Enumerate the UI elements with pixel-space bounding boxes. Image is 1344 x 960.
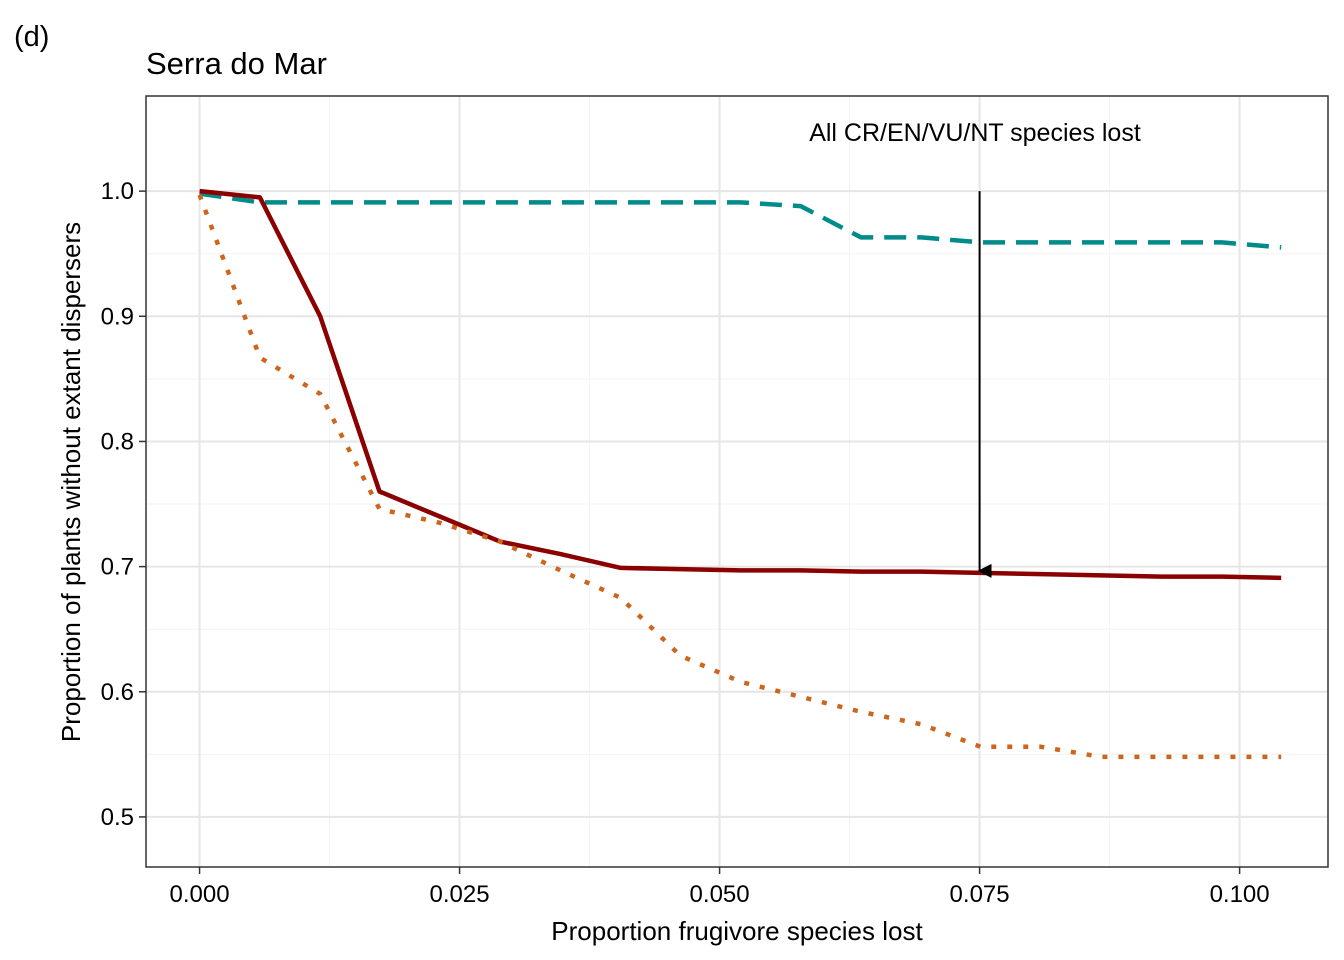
x-tick-label: 0.100 bbox=[1210, 881, 1270, 908]
series-line-solid bbox=[199, 188, 1282, 581]
x-tick-label: 0.050 bbox=[690, 881, 750, 908]
plot-border bbox=[145, 95, 1329, 868]
series-layer bbox=[197, 188, 1282, 760]
y-tick-label: 0.6 bbox=[101, 679, 134, 706]
y-tick-label: 0.7 bbox=[101, 554, 134, 581]
y-tick-label: 1.0 bbox=[101, 178, 134, 205]
panel-label: (d) bbox=[14, 21, 49, 53]
plot-panel bbox=[146, 96, 1328, 867]
x-tick-label: 0.075 bbox=[950, 881, 1010, 908]
y-tick-label: 0.9 bbox=[101, 303, 134, 330]
annotation-layer: All CR/EN/VU/NT species lost bbox=[809, 119, 1141, 578]
annotation-text: All CR/EN/VU/NT species lost bbox=[809, 119, 1141, 147]
x-tick-label: 0.000 bbox=[170, 881, 230, 908]
y-tick-label: 0.8 bbox=[101, 428, 134, 455]
x-tick-label: 0.025 bbox=[430, 881, 490, 908]
x-axis-title: Proportion frugivore species lost bbox=[551, 916, 923, 946]
y-axis-title: Proportion of plants without extant disp… bbox=[56, 222, 86, 742]
axes: 0.000 0.025 0.050 0.075 0.100 0.5 0.6 0.7 0.8 0.9… bbox=[101, 178, 1270, 908]
series-line-dashed bbox=[199, 191, 1282, 250]
chart-title: Serra do Mar bbox=[146, 46, 327, 81]
y-tick-label: 0.5 bbox=[101, 804, 134, 831]
